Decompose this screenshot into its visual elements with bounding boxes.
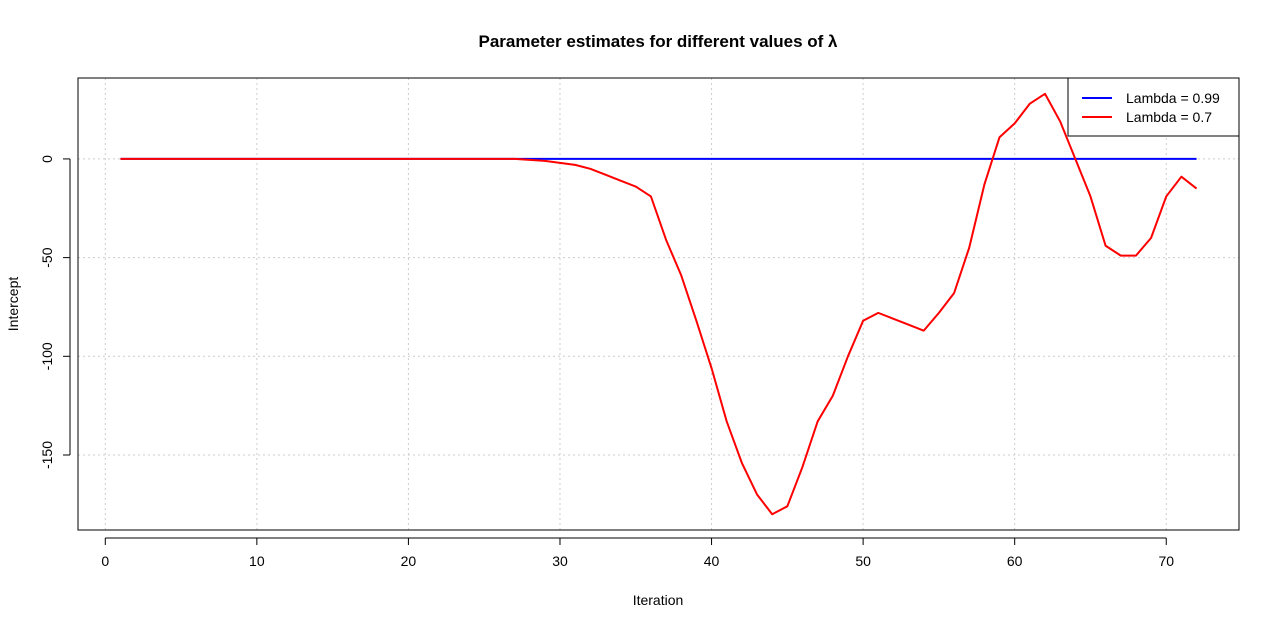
legend-label-0: Lambda = 0.99	[1126, 90, 1220, 106]
y-axis: 0 -50 -100 -150	[39, 155, 71, 469]
x-axis-label: Iteration	[633, 592, 684, 608]
legend-box	[1067, 77, 1240, 137]
x-tick-label-7: 70	[1158, 553, 1174, 569]
x-tick-label-1: 10	[249, 553, 265, 569]
y-tick-label-3: -150	[39, 441, 55, 469]
legend-label-1: Lambda = 0.7	[1126, 109, 1212, 125]
plot-frame	[77, 77, 1240, 531]
y-axis-label: Intercept	[5, 277, 21, 332]
series-line-1	[120, 92, 1198, 516]
x-tick-label-4: 40	[704, 553, 720, 569]
x-axis: 0 10 20 30 40 50 60 70	[101, 537, 1174, 569]
x-tick-label-2: 20	[401, 553, 417, 569]
y-tick-label-0: 0	[39, 155, 55, 163]
series-lines	[120, 92, 1198, 516]
x-tick-label-6: 60	[1007, 553, 1023, 569]
x-tick-label-5: 50	[855, 553, 871, 569]
x-tick-label-0: 0	[101, 553, 109, 569]
chart-title: Parameter estimates for different values…	[478, 32, 838, 51]
y-tick-label-2: -100	[39, 342, 55, 370]
y-tick-label-1: -50	[39, 247, 55, 267]
legend: Lambda = 0.99 Lambda = 0.7	[1067, 77, 1240, 137]
x-tick-label-3: 30	[552, 553, 568, 569]
